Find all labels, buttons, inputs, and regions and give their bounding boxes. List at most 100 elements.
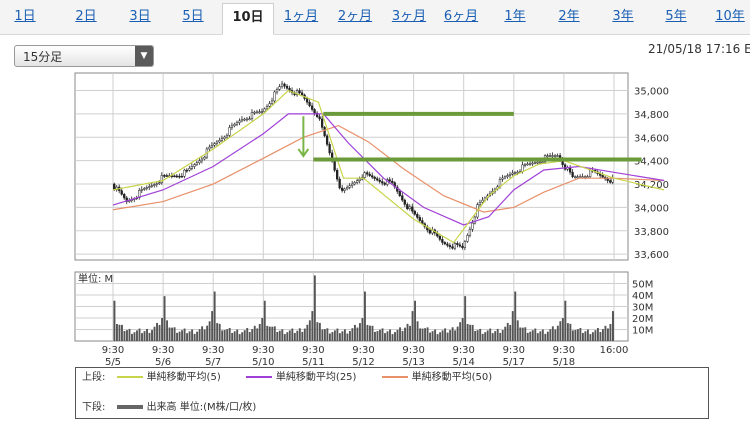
- volume-bar: [121, 324, 123, 341]
- candle-body: [383, 182, 386, 185]
- candle-body: [250, 112, 254, 120]
- volume-tick-label: 40M: [632, 291, 653, 302]
- tab-6[interactable]: 2ヶ月: [337, 9, 373, 24]
- volume-bar: [599, 331, 602, 341]
- volume-bar: [466, 324, 469, 341]
- chevron-down-icon[interactable]: ▼: [135, 46, 153, 66]
- x-tick-time: 9:30: [352, 345, 374, 356]
- volume-bar: [556, 325, 559, 341]
- candle-body: [325, 135, 329, 145]
- candle-body: [143, 188, 146, 190]
- tab-9[interactable]: 1年: [504, 9, 526, 24]
- tab-11[interactable]: 3年: [612, 9, 634, 24]
- volume-unit-label: 単位: M: [78, 272, 113, 285]
- volume-bar: [521, 327, 524, 341]
- candle-body: [333, 161, 336, 171]
- candle-body: [398, 191, 401, 196]
- candle-body: [461, 245, 464, 248]
- volume-bar: [411, 311, 414, 341]
- volume-bar: [604, 325, 607, 341]
- volume-bar: [531, 330, 534, 341]
- volume-bar: [576, 329, 579, 341]
- candle-body: [388, 179, 391, 182]
- candle-body: [328, 144, 331, 154]
- candle-body: [408, 206, 411, 210]
- volume-bar: [141, 333, 143, 341]
- volume-bar: [318, 322, 321, 341]
- volume-bar: [256, 328, 259, 341]
- volume-bar: [153, 326, 156, 341]
- candle-body: [356, 180, 359, 183]
- volume-bar: [166, 320, 169, 341]
- volume-bar: [213, 291, 216, 341]
- volume-bar: [601, 329, 604, 341]
- volume-bar: [479, 328, 482, 341]
- candle-body: [346, 187, 349, 190]
- volume-bar: [298, 328, 301, 341]
- volume-bar: [331, 332, 334, 341]
- tab-5[interactable]: 1ヶ月: [283, 9, 319, 24]
- tab-1[interactable]: 2日: [75, 9, 97, 24]
- volume-bar: [161, 318, 163, 341]
- volume-bar: [266, 325, 269, 341]
- tab-10[interactable]: 2年: [558, 9, 580, 24]
- candle-body: [533, 162, 537, 164]
- candle-body: [473, 216, 477, 224]
- tab-2[interactable]: 3日: [129, 9, 151, 24]
- candle-body: [120, 190, 123, 195]
- candle-body: [198, 160, 201, 164]
- tab-13[interactable]: 10年: [715, 9, 745, 24]
- candle-body: [513, 172, 517, 174]
- candle-body: [556, 155, 559, 157]
- legend-swatch-volume: [116, 405, 143, 409]
- tab-7[interactable]: 3ヶ月: [391, 9, 427, 24]
- candle-body: [371, 175, 374, 178]
- volume-bar: [198, 329, 201, 341]
- candle-body: [275, 89, 279, 93]
- candle-body: [458, 244, 462, 247]
- volume-bar: [456, 326, 459, 341]
- volume-bar: [183, 328, 186, 341]
- volume-bar: [353, 324, 356, 341]
- volume-bar: [303, 328, 306, 341]
- volume-bar: [241, 332, 244, 341]
- volume-bar: [561, 318, 564, 341]
- volume-bar: [376, 331, 379, 341]
- x-tick-time: 9:30: [402, 345, 424, 356]
- volume-bar: [401, 330, 404, 341]
- volume-bar: [454, 330, 457, 341]
- volume-bar: [399, 327, 401, 341]
- volume-bar: [236, 329, 239, 341]
- interval-select[interactable]: 15分足 ▼: [14, 45, 154, 67]
- candle-body: [280, 83, 284, 87]
- tab-3[interactable]: 5日: [182, 9, 204, 24]
- candle-body: [606, 178, 609, 181]
- candle-body: [466, 235, 469, 242]
- volume-bar: [459, 322, 462, 341]
- candle-body: [335, 169, 339, 180]
- candle-body: [245, 118, 249, 121]
- candle-body: [308, 101, 311, 107]
- volume-bar: [574, 330, 577, 341]
- volume-bar: [278, 330, 281, 341]
- candle-body: [451, 246, 454, 249]
- tab-8[interactable]: 6ヶ月: [443, 9, 479, 24]
- volume-bar: [316, 322, 319, 341]
- volume-bar: [406, 323, 409, 341]
- volume-bar: [569, 323, 572, 341]
- candle-body: [228, 127, 231, 136]
- volume-bar: [364, 291, 366, 341]
- candle-body: [468, 229, 472, 236]
- candle-body: [253, 111, 256, 114]
- volume-bar: [424, 328, 427, 341]
- volume-bar: [529, 331, 532, 341]
- candle-body: [478, 202, 482, 205]
- candle-body: [586, 176, 589, 178]
- price-panel: [74, 72, 629, 261]
- tab-0[interactable]: 1日: [14, 9, 36, 24]
- x-tick-date: 5/6: [155, 357, 171, 368]
- tab-12[interactable]: 5年: [665, 9, 687, 24]
- volume-bar: [158, 324, 161, 341]
- volume-bar: [471, 324, 474, 341]
- tab-4[interactable]: 10日: [222, 3, 274, 35]
